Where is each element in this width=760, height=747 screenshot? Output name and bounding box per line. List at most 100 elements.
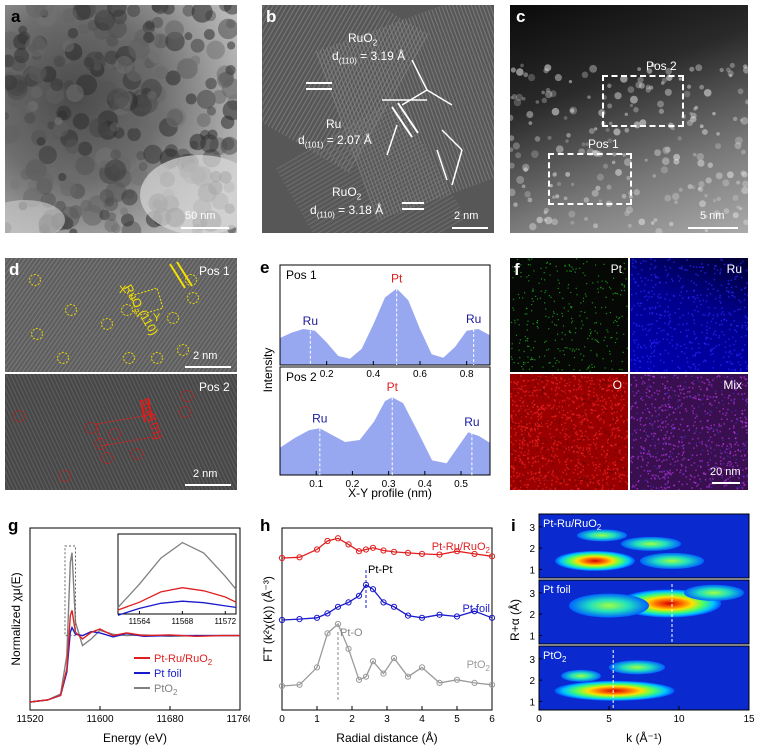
atom-column (608, 121, 613, 126)
fringe (5, 258, 183, 372)
eds-signal-dot (535, 412, 537, 414)
eds-signal-dot (639, 417, 642, 420)
eds-signal-dot (601, 488, 603, 490)
eds-signal-dot (611, 431, 614, 434)
eds-signal-dot (704, 478, 707, 481)
eds-signal-dot (648, 411, 651, 414)
eds-signal-dot (534, 455, 537, 458)
eds-signal-dot (565, 473, 568, 475)
eds-signal-dot (605, 390, 608, 392)
peak-label: Ru (466, 312, 481, 326)
eds-signal-dot (574, 332, 577, 334)
eds-signal-dot (689, 367, 692, 369)
eds-signal-dot (540, 474, 542, 477)
eds-signal-dot (710, 427, 713, 429)
eds-signal-dot (517, 433, 519, 436)
nanoparticle (88, 195, 106, 214)
eds-signal-dot (633, 485, 636, 488)
atom-column (645, 84, 651, 90)
eds-signal-dot (645, 395, 648, 397)
atom-column (544, 216, 553, 225)
eds-signal-dot (522, 368, 524, 370)
eds-signal-dot (568, 384, 571, 387)
eds-signal-dot (607, 476, 610, 478)
fringe (298, 136, 420, 209)
eds-signal-dot (583, 263, 585, 265)
eds-signal-dot (696, 415, 698, 418)
eds-signal-dot (666, 376, 668, 378)
eds-signal-dot (734, 276, 737, 278)
eds-signal-dot (616, 489, 618, 490)
eds-signal-dot (704, 359, 706, 361)
eds-signal-dot (707, 343, 710, 346)
eds-signal-dot (552, 406, 554, 409)
eds-signal-dot (607, 381, 610, 384)
eds-signal-dot (746, 432, 748, 434)
eds-signal-dot (529, 403, 532, 405)
atom-column (732, 194, 739, 201)
eds-signal-dot (697, 392, 699, 395)
eds-signal-dot (692, 354, 694, 357)
eds-signal-dot (730, 352, 733, 355)
eds-signal-dot (593, 403, 596, 405)
eds-signal-dot (510, 435, 512, 438)
eds-signal-dot (644, 449, 646, 451)
nanoparticle (50, 78, 64, 92)
eds-signal-dot (707, 440, 710, 442)
eds-signal-dot (681, 350, 683, 353)
eds-signal-dot (592, 282, 594, 284)
eds-signal-dot (538, 356, 541, 358)
eds-signal-dot (735, 422, 737, 424)
eds-signal-dot (579, 471, 582, 474)
eds-signal-dot (739, 376, 742, 378)
profile-area (280, 288, 490, 365)
eds-signal-dot (721, 311, 724, 313)
eds-signal-dot (535, 461, 537, 463)
eds-signal-dot (711, 472, 713, 474)
eds-signal-dot (545, 267, 547, 269)
eds-signal-dot (566, 448, 569, 451)
eds-signal-dot (657, 420, 659, 422)
eds-signal-dot (631, 486, 634, 488)
eds-signal-dot (719, 300, 721, 303)
eds-signal-dot (576, 456, 579, 458)
eds-signal-dot (548, 425, 551, 428)
eds-signal-dot (594, 322, 596, 324)
eds-signal-dot (552, 381, 554, 384)
fringe (310, 157, 432, 229)
eds-signal-dot (530, 349, 532, 351)
eds-signal-dot (679, 392, 682, 394)
fringe (133, 374, 237, 490)
eds-signal-dot (521, 388, 523, 390)
eds-signal-dot (542, 386, 545, 388)
eds-signal-dot (733, 432, 736, 434)
bright-region (140, 155, 237, 233)
d-symbol: d (310, 203, 317, 217)
eds-signal-dot (656, 371, 658, 372)
eds-signal-dot (719, 430, 721, 433)
eds-signal-dot (565, 463, 568, 466)
eds-signal-dot (685, 476, 688, 478)
eds-signal-dot (687, 329, 690, 331)
eds-signal-dot (575, 327, 577, 329)
eds-signal-dot (530, 388, 533, 391)
eds-signal-dot (661, 454, 663, 457)
ft-data-point (324, 630, 331, 637)
eds-signal-dot (667, 396, 670, 399)
eds-signal-dot (610, 486, 612, 489)
eds-signal-dot (643, 452, 645, 454)
eds-signal-dot (556, 386, 558, 388)
nanoparticle (111, 223, 121, 233)
eds-signal-dot (662, 437, 665, 440)
pt-atom-marker (179, 406, 191, 418)
nanoparticle (107, 19, 127, 39)
eds-signal-dot (571, 413, 574, 415)
fringe (262, 5, 325, 113)
eds-pt-dots (510, 258, 628, 372)
eds-signal-dot (589, 387, 592, 390)
eds-signal-dot (687, 459, 690, 461)
eds-signal-dot (697, 474, 699, 477)
eds-signal-dot (531, 400, 533, 403)
eds-signal-dot (526, 324, 528, 326)
eds-signal-dot (742, 442, 744, 445)
